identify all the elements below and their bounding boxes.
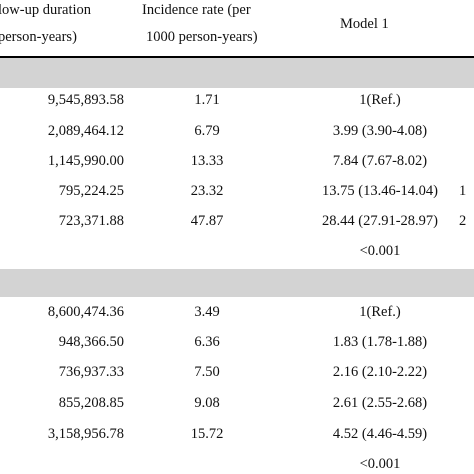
- model2-cell-partial: 2: [459, 213, 467, 229]
- section-band-1: [0, 58, 474, 88]
- duration-cell: 1,145,990.00: [47, 153, 124, 169]
- header-incidence-line1: Incidence rate (per: [142, 2, 251, 18]
- section-band-2: [0, 269, 474, 297]
- duration-cell: 795,224.25: [58, 183, 124, 199]
- duration-cell: 8,600,474.36: [47, 304, 124, 320]
- duration-cell: 736,937.33: [58, 364, 124, 380]
- duration-cell: 9,545,893.58: [47, 92, 124, 108]
- header-duration-line1: low-up duration: [0, 2, 92, 18]
- model2-cell-partial: 1: [459, 183, 467, 199]
- duration-cell: 948,366.50: [58, 334, 124, 350]
- duration-cell: 2,089,464.12: [47, 123, 124, 139]
- duration-cell: 855,208.85: [58, 395, 124, 411]
- header-incidence-line2: 1000 person-years): [146, 29, 258, 45]
- duration-cell: 3,158,956.78: [47, 426, 124, 442]
- header-model1: Model 1: [340, 16, 389, 32]
- duration-cell: 723,371.88: [58, 213, 124, 229]
- header-bottom-rule: [0, 56, 474, 58]
- header-duration-line2: person-years): [0, 29, 77, 45]
